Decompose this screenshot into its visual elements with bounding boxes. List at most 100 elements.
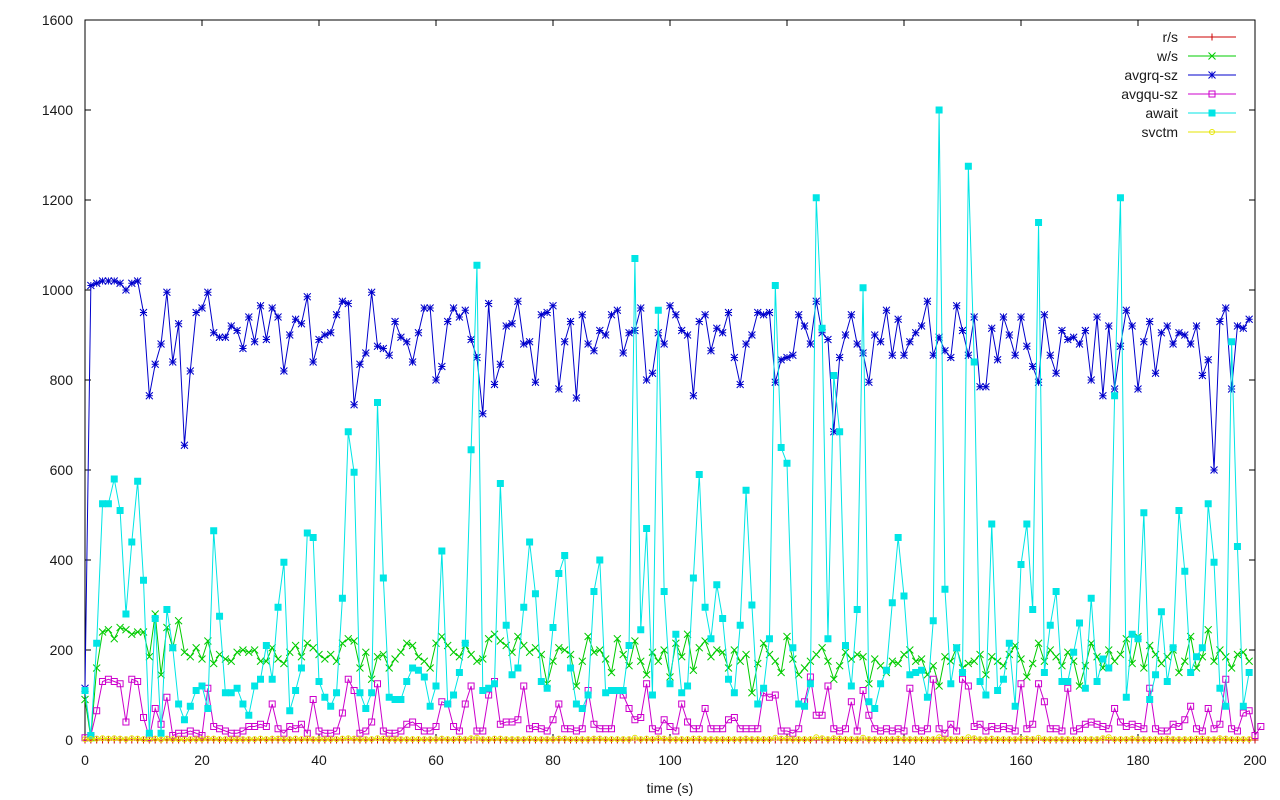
data-point xyxy=(906,684,914,692)
data-point xyxy=(251,736,258,743)
data-point xyxy=(1075,682,1084,690)
legend-marker xyxy=(1208,52,1216,60)
data-point xyxy=(134,735,141,742)
data-point xyxy=(701,705,709,712)
data-point xyxy=(684,736,691,743)
data-point xyxy=(496,360,505,369)
data-point xyxy=(760,684,768,692)
data-point xyxy=(478,409,487,418)
data-point xyxy=(462,736,469,743)
data-point xyxy=(648,691,656,699)
data-point xyxy=(596,556,604,564)
data-point xyxy=(888,599,896,607)
data-point xyxy=(643,680,651,688)
data-point xyxy=(765,635,773,643)
data-point xyxy=(584,632,592,641)
data-point xyxy=(619,650,628,659)
data-point xyxy=(713,581,721,589)
data-point xyxy=(1105,734,1112,741)
data-point xyxy=(158,736,165,743)
data-point xyxy=(256,301,265,310)
data-point xyxy=(274,603,282,611)
data-point xyxy=(607,310,616,319)
data-point xyxy=(719,725,727,733)
data-point xyxy=(982,670,990,679)
data-point xyxy=(777,668,786,677)
data-point xyxy=(743,735,750,742)
data-point xyxy=(397,648,405,657)
data-point xyxy=(677,652,686,661)
data-point xyxy=(414,666,422,674)
data-point xyxy=(1017,655,1025,663)
data-point xyxy=(1035,734,1042,741)
data-point xyxy=(654,727,662,735)
series-avgrq-sz xyxy=(81,277,1254,693)
data-point xyxy=(870,655,879,663)
data-point xyxy=(923,297,932,306)
data-point xyxy=(1063,648,1072,657)
data-point xyxy=(128,538,136,546)
data-point xyxy=(608,725,615,733)
data-point xyxy=(221,333,230,342)
data-point xyxy=(1105,725,1113,733)
data-point xyxy=(830,735,837,742)
data-point xyxy=(667,736,673,743)
data-point xyxy=(99,500,107,508)
data-point xyxy=(712,324,721,333)
legend-item-w-s: w/s xyxy=(1156,48,1236,64)
data-point xyxy=(93,735,100,742)
data-point xyxy=(696,735,703,742)
data-point xyxy=(1140,725,1148,733)
y-tick-label: 1200 xyxy=(42,192,73,208)
data-point xyxy=(871,705,879,712)
data-point xyxy=(783,632,791,641)
data-point xyxy=(853,727,861,735)
data-point xyxy=(210,527,218,535)
data-point xyxy=(595,646,604,654)
data-point xyxy=(1123,736,1130,743)
data-point xyxy=(350,637,358,645)
data-point xyxy=(268,675,276,683)
data-point xyxy=(894,659,903,668)
data-point xyxy=(930,736,937,743)
data-point xyxy=(344,675,352,683)
data-point xyxy=(333,727,341,735)
data-point xyxy=(1058,661,1066,670)
data-point xyxy=(187,736,194,743)
data-point xyxy=(695,725,703,733)
data-point xyxy=(309,643,318,652)
data-point xyxy=(607,668,616,677)
data-point xyxy=(590,346,598,355)
data-point xyxy=(1157,608,1165,616)
data-point xyxy=(222,736,229,743)
data-point xyxy=(199,736,205,743)
data-point xyxy=(490,380,499,389)
data-point xyxy=(216,736,223,743)
data-point xyxy=(905,337,914,346)
legend: r/s w/s avgrq-sz avgqu-sz await svctm xyxy=(1121,29,1236,140)
data-point xyxy=(549,301,557,310)
data-point xyxy=(509,736,516,743)
data-point xyxy=(573,736,580,743)
data-point xyxy=(403,736,410,743)
data-point xyxy=(1110,657,1119,666)
data-point xyxy=(853,340,862,348)
data-point xyxy=(104,500,112,508)
data-point xyxy=(982,736,989,743)
data-point xyxy=(525,337,534,346)
data-point xyxy=(134,678,142,685)
data-point xyxy=(257,675,264,683)
y-tick-label: 1400 xyxy=(42,102,73,118)
data-point xyxy=(625,642,633,649)
data-point xyxy=(759,639,768,648)
data-point xyxy=(450,736,457,743)
data-point xyxy=(795,725,803,733)
data-point xyxy=(297,319,306,328)
data-point xyxy=(771,378,780,387)
data-point xyxy=(695,471,703,478)
data-point xyxy=(1245,707,1253,715)
data-point xyxy=(877,736,884,743)
data-point xyxy=(952,301,961,310)
data-point xyxy=(1245,669,1253,676)
data-point xyxy=(1053,736,1060,743)
